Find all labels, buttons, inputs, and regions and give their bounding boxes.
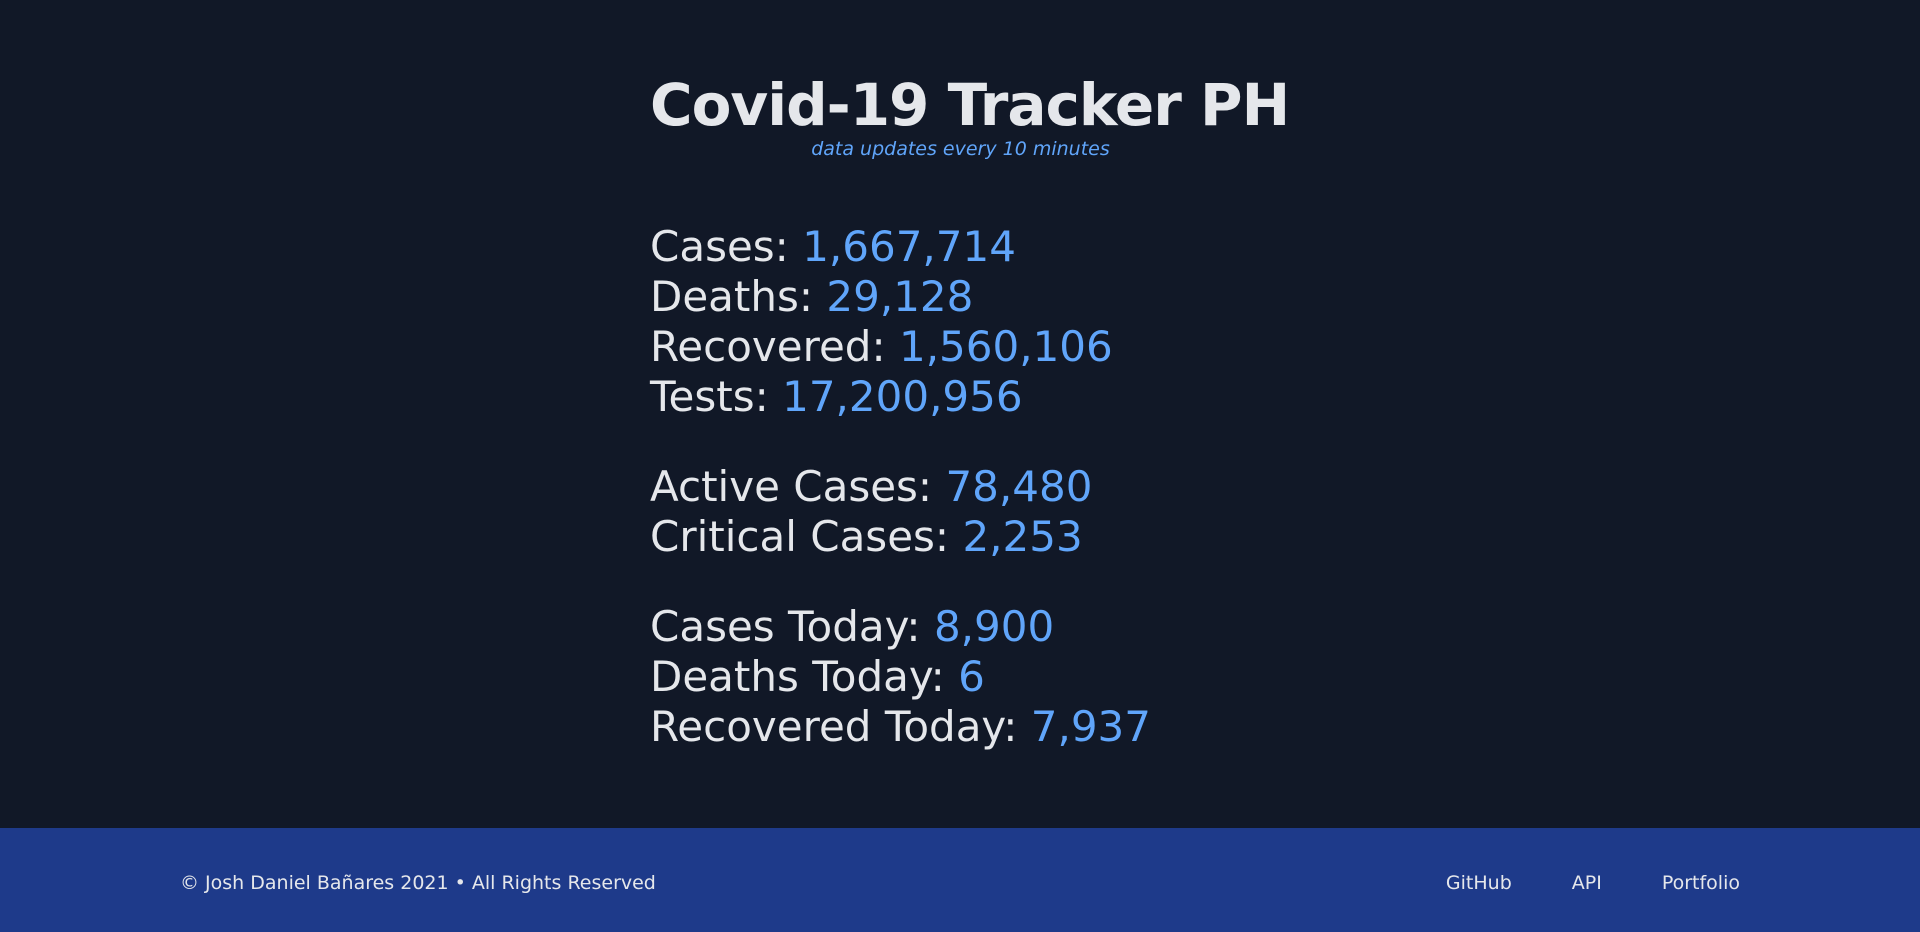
active-stats: Active Cases: 78,480 Critical Cases: 2,2… bbox=[650, 462, 1092, 562]
stat-tests: Tests: 17,200,956 bbox=[650, 372, 1113, 422]
stat-label: Cases Today: bbox=[650, 602, 921, 651]
stat-label: Recovered: bbox=[650, 322, 886, 371]
stat-value: 78,480 bbox=[945, 462, 1093, 511]
page-subtitle: data updates every 10 minutes bbox=[811, 138, 1110, 160]
stat-recovered: Recovered: 1,560,106 bbox=[650, 322, 1113, 372]
stat-label: Deaths Today: bbox=[650, 652, 945, 701]
today-stats: Cases Today: 8,900 Deaths Today: 6 Recov… bbox=[650, 602, 1151, 752]
stat-cases-today: Cases Today: 8,900 bbox=[650, 602, 1151, 652]
stat-deaths: Deaths: 29,128 bbox=[650, 272, 1113, 322]
stat-label: Critical Cases: bbox=[650, 512, 950, 561]
api-link[interactable]: API bbox=[1571, 872, 1602, 894]
stat-critical-cases: Critical Cases: 2,253 bbox=[650, 512, 1092, 562]
footer-links: GitHub API Portfolio bbox=[1446, 828, 1740, 932]
page-title: Covid-19 Tracker PH bbox=[650, 71, 1290, 139]
stat-deaths-today: Deaths Today: 6 bbox=[650, 652, 1151, 702]
stat-active-cases: Active Cases: 78,480 bbox=[650, 462, 1092, 512]
stat-label: Cases: bbox=[650, 222, 789, 271]
stat-value: 8,900 bbox=[933, 602, 1055, 651]
main-content: Covid-19 Tracker PH data updates every 1… bbox=[650, 70, 1350, 751]
stat-label: Tests: bbox=[650, 372, 769, 421]
stat-value: 7,937 bbox=[1030, 702, 1151, 751]
stat-label: Deaths: bbox=[650, 272, 814, 321]
github-link[interactable]: GitHub bbox=[1445, 872, 1512, 894]
stat-label: Active Cases: bbox=[650, 462, 933, 511]
stat-value: 17,200,956 bbox=[782, 372, 1023, 421]
footer: © Josh Daniel Bañares 2021 • All Rights … bbox=[0, 828, 1920, 932]
stat-value: 1,560,106 bbox=[898, 322, 1113, 371]
portfolio-link[interactable]: Portfolio bbox=[1661, 872, 1740, 894]
stat-value: 6 bbox=[958, 652, 985, 701]
overall-stats: Cases: 1,667,714 Deaths: 29,128 Recovere… bbox=[650, 222, 1113, 422]
stat-value: 29,128 bbox=[826, 272, 974, 321]
stat-value: 1,667,714 bbox=[802, 222, 1016, 271]
stat-label: Recovered Today: bbox=[650, 702, 1018, 751]
stat-value: 2,253 bbox=[962, 512, 1083, 561]
stat-cases: Cases: 1,667,714 bbox=[650, 222, 1113, 272]
stat-recovered-today: Recovered Today: 7,937 bbox=[650, 702, 1151, 752]
copyright-text: © Josh Daniel Bañares 2021 • All Rights … bbox=[180, 872, 656, 894]
